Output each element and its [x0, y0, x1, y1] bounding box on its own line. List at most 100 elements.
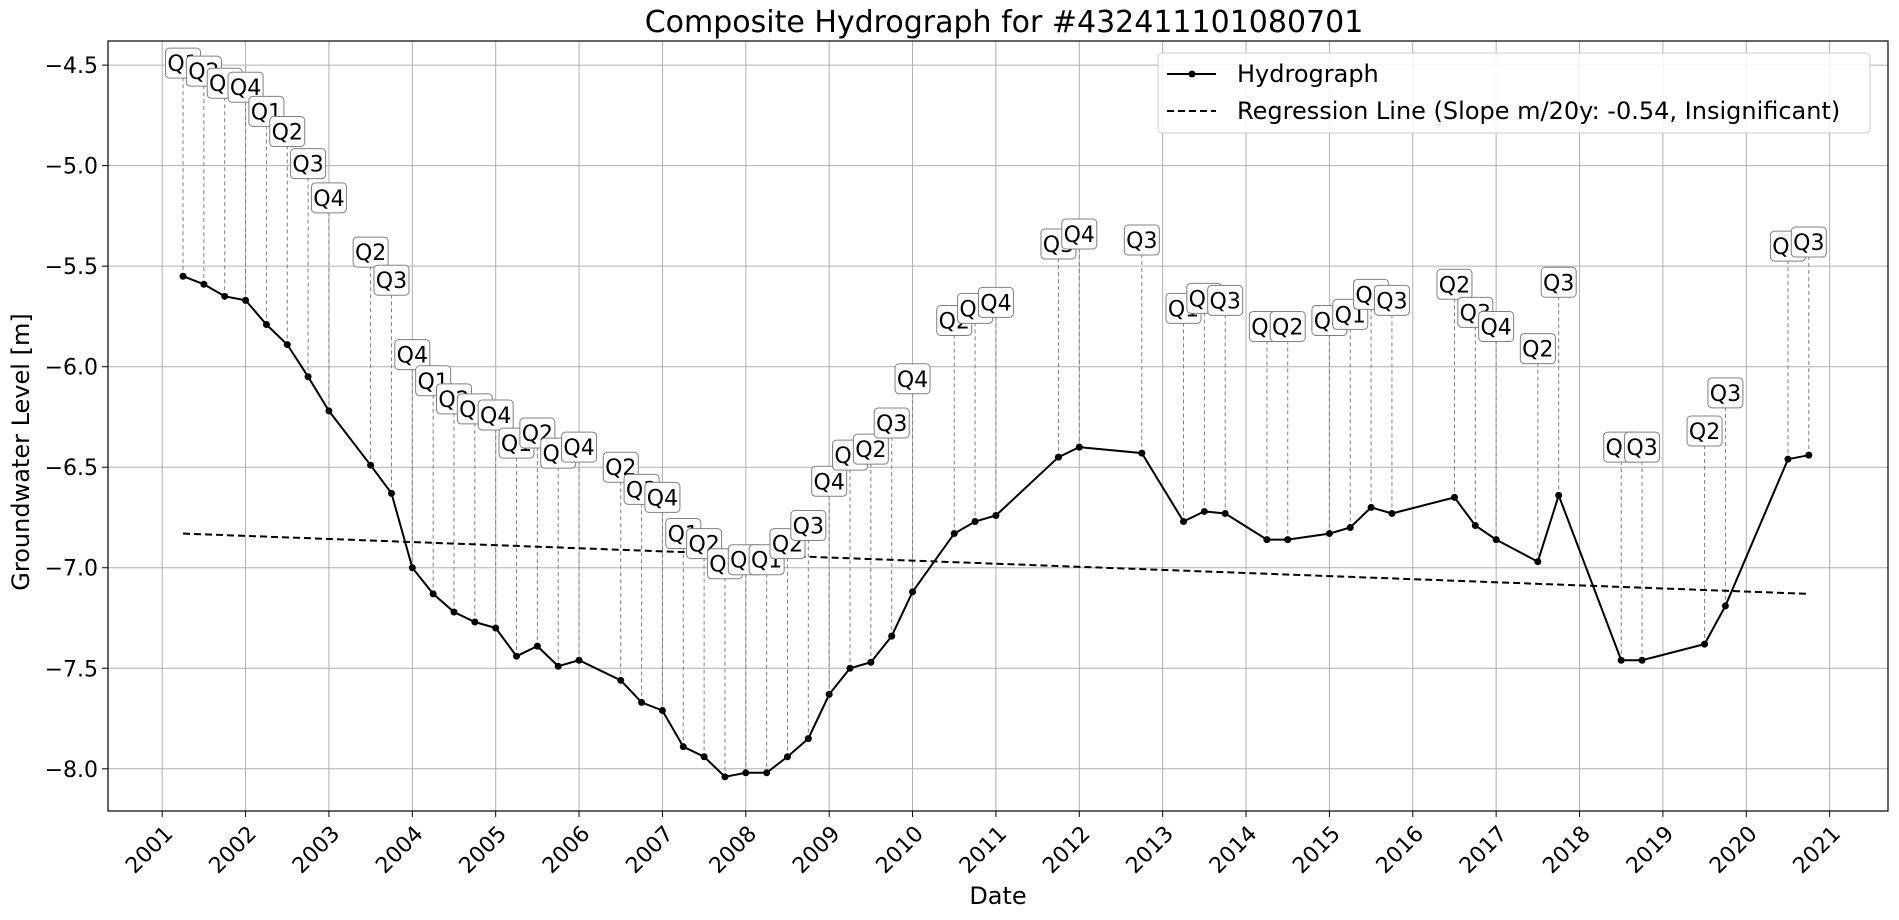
hydrograph-point — [1180, 517, 1188, 525]
hydrograph-point — [867, 658, 875, 666]
hydrograph-point — [408, 564, 416, 572]
hydrograph-point — [638, 698, 646, 706]
x-axis-label: Date — [969, 882, 1026, 910]
hydrograph-point — [200, 280, 208, 288]
quarter-label-box — [1519, 333, 1556, 365]
y-tick-label: −6.0 — [45, 356, 98, 381]
hydrograph-point — [971, 517, 979, 525]
hydrograph-point — [846, 664, 854, 672]
quarter-label-text: Q3 — [1793, 231, 1824, 256]
quarter-connectors — [182, 63, 1810, 777]
y-tick-label: −5.0 — [45, 155, 98, 180]
hydrograph-point — [909, 588, 917, 596]
quarter-label-box — [1123, 224, 1160, 256]
quarter-label-box — [1478, 310, 1515, 342]
quarter-label-text: Q2 — [1689, 420, 1720, 445]
hydrograph-point — [1284, 536, 1292, 544]
quarter-label: Q3 — [790, 510, 827, 542]
quarter-label-box — [1373, 284, 1410, 316]
quarter-label-text: Q3 — [376, 269, 407, 294]
hydrograph-point — [533, 642, 541, 650]
quarter-label-text: Q2 — [272, 120, 303, 145]
legend: Hydrograph Regression Line (Slope m/20y:… — [1157, 52, 1871, 134]
quarter-label-text: Q3 — [1710, 382, 1741, 407]
hydrograph-point — [700, 753, 708, 761]
hydrograph-point — [1388, 509, 1396, 517]
quarter-label-text: Q4 — [480, 404, 511, 429]
hydrograph-point — [1346, 524, 1354, 532]
legend-box — [1157, 52, 1871, 134]
quarter-label-box — [373, 264, 410, 296]
grid — [108, 41, 1888, 811]
quarter-label: Q2 — [269, 115, 306, 147]
quarter-label-text: Q2 — [1272, 315, 1303, 340]
hydrograph-point — [825, 690, 833, 698]
quarter-label-box — [477, 399, 514, 431]
hydrograph-point — [763, 769, 771, 777]
quarter-label-box — [852, 433, 889, 465]
quarter-label-box — [811, 465, 848, 497]
quarter-label-text: Q4 — [814, 470, 845, 495]
hydrograph-point — [658, 706, 666, 714]
hydrograph-point — [1200, 507, 1208, 515]
quarter-label: Q4 — [1061, 218, 1098, 250]
quarter-label: Q3 — [1707, 377, 1744, 409]
quarter-label: Q3 — [1040, 228, 1077, 260]
quarter-label-box — [1269, 310, 1306, 342]
quarter-label-text: Q3 — [292, 153, 323, 178]
quarter-label-box — [873, 407, 910, 439]
hydrograph-point — [1534, 558, 1542, 566]
quarter-label-box — [310, 182, 347, 214]
quarter-label-text: Q2 — [1439, 273, 1470, 298]
quarter-label-box — [894, 363, 931, 395]
quarter-label-box — [1790, 226, 1827, 258]
quarter-label: Q4 — [310, 182, 347, 214]
quarter-labels: Q1Q2Q3Q4Q1Q2Q3Q4Q2Q3Q4Q1Q2Q3Q4Q1Q2Q3Q4Q2… — [165, 47, 1827, 580]
quarter-label-box — [1540, 266, 1577, 298]
hydrograph-point — [1221, 509, 1229, 517]
hydrograph-point — [1138, 449, 1146, 457]
y-tick-label: −8.0 — [45, 758, 98, 783]
series-layer — [179, 272, 1813, 781]
regression-line — [182, 532, 1809, 595]
hydrograph-point — [1555, 491, 1563, 499]
hydrograph-point — [367, 461, 375, 469]
hydrograph-point — [1450, 493, 1458, 501]
quarter-label-box — [1207, 284, 1244, 316]
y-tick-label: −6.5 — [45, 456, 98, 481]
quarter-label-box — [1624, 431, 1661, 463]
quarter-label-text: Q4 — [1480, 315, 1511, 340]
hydrograph-point — [283, 341, 291, 349]
hydrograph-point — [742, 769, 750, 777]
hydrograph-point — [450, 608, 458, 616]
hydrograph-point — [325, 407, 333, 415]
quarter-label: Q2 — [352, 236, 389, 268]
hydrograph-point — [1263, 536, 1271, 544]
quarter-label: Q4 — [977, 286, 1014, 318]
quarter-label-box — [1061, 218, 1098, 250]
hydrograph-point — [1617, 656, 1625, 664]
hydrograph-point — [992, 511, 1000, 519]
quarter-label-box — [561, 431, 598, 463]
quarter-label: Q3 — [373, 264, 410, 296]
quarter-label: Q3 — [1123, 224, 1160, 256]
quarter-label-text: Q4 — [397, 344, 428, 369]
quarter-label: Q4 — [227, 71, 264, 103]
quarter-label-text: Q4 — [980, 291, 1011, 316]
quarter-label: Q4 — [644, 481, 681, 513]
quarter-label-text: Q3 — [1543, 271, 1574, 296]
quarter-label-box — [352, 236, 389, 268]
hydrograph-point — [471, 618, 479, 626]
quarter-label-box — [1686, 415, 1723, 447]
y-axis-label: Groundwater Level [m] — [7, 313, 35, 590]
hydrograph-point — [804, 735, 812, 743]
quarter-label-text: Q4 — [897, 368, 928, 393]
quarter-label-text: Q4 — [563, 436, 594, 461]
hydrograph-point — [554, 662, 562, 670]
legend-hydrograph-label: Hydrograph — [1237, 60, 1379, 88]
quarter-label: Q1 — [748, 544, 785, 576]
hydrograph-point — [888, 632, 896, 640]
hydrograph-point — [721, 773, 729, 781]
hydrograph-point — [179, 272, 187, 280]
quarter-label-text: Q3 — [793, 515, 824, 540]
